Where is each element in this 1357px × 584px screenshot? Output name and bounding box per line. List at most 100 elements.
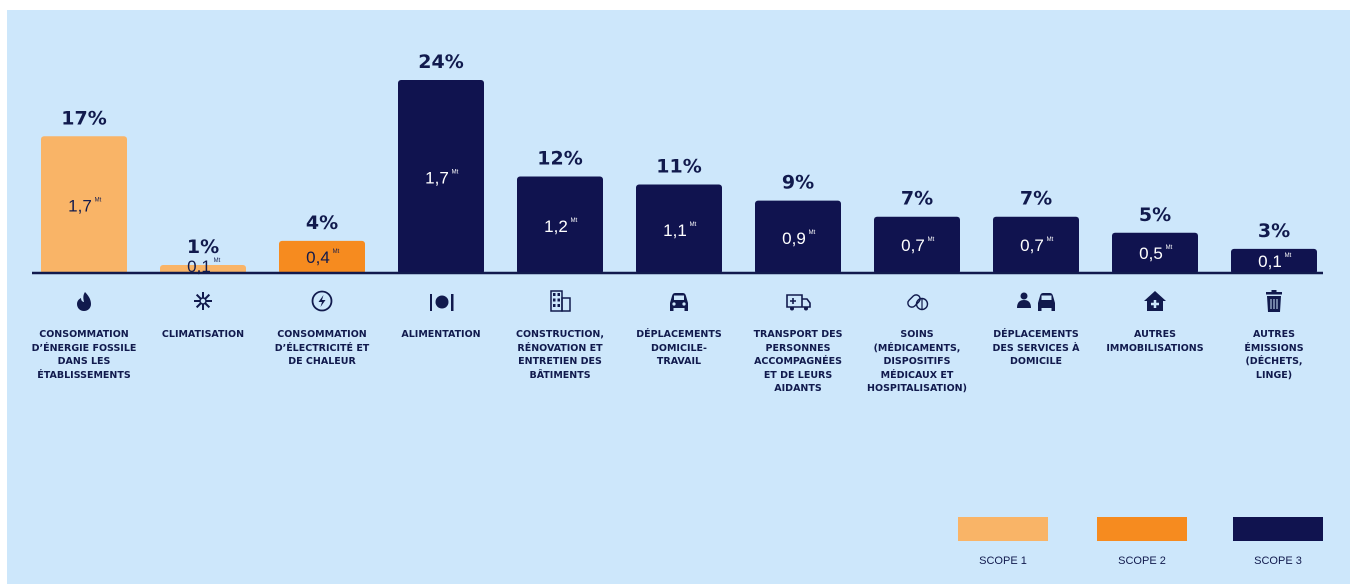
- chart-panel: 17% 1,7 Mt 1% 0,1 Mt 4% 0,4 Mt 24% 1,7 Mt 12% 1,2 Mt 11…: [7, 10, 1350, 584]
- value-label: 1,1: [663, 221, 687, 240]
- ambulance-icon-wheel: [804, 306, 808, 311]
- person-icon-head: [1020, 292, 1028, 300]
- house-medical-icon: [1144, 291, 1166, 311]
- percent-label: 1%: [187, 236, 219, 258]
- value-unit: Mt: [333, 249, 340, 255]
- value-label: 1,2: [544, 217, 568, 236]
- pill-icon: [907, 294, 929, 311]
- value-unit: Mt: [214, 258, 221, 264]
- bar: [1231, 248, 1317, 274]
- ambulance-icon-body: [786, 294, 811, 308]
- car-icon: [670, 293, 688, 311]
- building-icon-window: [553, 293, 556, 296]
- bar: [279, 240, 365, 274]
- value-label: 0,4: [306, 248, 330, 267]
- pill-icon-capsule: [907, 294, 921, 308]
- percent-label: 7%: [901, 188, 933, 210]
- bar: [398, 80, 484, 274]
- category-label: CONSTRUCTION, RÉNOVATION ET ENTRETIEN DE…: [516, 329, 604, 381]
- bar: [755, 200, 841, 274]
- bar: [41, 136, 127, 274]
- legend-label: SCOPE 3: [1254, 555, 1302, 567]
- car-icon-wheel: [670, 308, 674, 311]
- car-icon-wheel: [684, 308, 688, 311]
- value-label: 0,1: [1258, 252, 1282, 271]
- building-icon-window: [557, 304, 560, 307]
- snowflake-icon-center: [199, 297, 207, 305]
- percent-label: 12%: [537, 148, 582, 170]
- category-label: SOINS (MÉDICAMENTS, DISPOSITIFS MÉDICAUX…: [867, 329, 967, 394]
- category-label: CONSOMMATION D’ÉLECTRICITÉ ET DE CHALEUR: [274, 329, 370, 367]
- category-label: DÉPLACEMENTS DES SERVICES À DOMICILE: [992, 329, 1080, 367]
- category-label: ALIMENTATION: [401, 329, 481, 340]
- bar: [993, 216, 1079, 274]
- person-car-icon: [1017, 292, 1055, 311]
- value-unit: Mt: [1047, 237, 1054, 243]
- category-label: CONSOMMATION D’ÉNERGIE FOSSILE DANS LES …: [31, 329, 137, 381]
- value-label: 0,5: [1139, 244, 1163, 263]
- cutlery-icon-fork: [430, 294, 432, 311]
- value-unit: Mt: [1166, 245, 1173, 251]
- building-icon: [550, 290, 571, 312]
- building-icon-window: [557, 293, 560, 296]
- value-unit: Mt: [690, 222, 697, 228]
- bar: [636, 184, 722, 274]
- lightning-icon: [311, 290, 333, 312]
- building-icon-window: [553, 304, 556, 307]
- value-label: 0,7: [901, 236, 925, 255]
- percent-label: 9%: [782, 172, 814, 194]
- ambulance-icon-wheel: [790, 306, 794, 311]
- person-icon-body: [1017, 300, 1031, 308]
- value-label: 0,1: [187, 257, 211, 276]
- category-label: AUTRES ÉMISSIONS (DÉCHETS, LINGE): [1244, 329, 1304, 381]
- percent-label: 3%: [1258, 220, 1290, 242]
- car-icon-wheel: [1038, 308, 1042, 311]
- value-unit: Mt: [571, 218, 578, 224]
- ambulance-icon: [786, 294, 811, 311]
- category-label: CLIMATISATION: [161, 329, 245, 340]
- percent-label: 7%: [1020, 188, 1052, 210]
- cutlery-icon-plate: [435, 295, 449, 309]
- category-label: AUTRES IMMOBILISATIONS: [1106, 329, 1204, 354]
- car-icon-body: [1038, 293, 1055, 308]
- cutlery-icon-knife: [451, 294, 454, 311]
- ambulance-icon-cross: [790, 298, 796, 304]
- value-label: 0,9: [782, 229, 806, 248]
- value-unit: Mt: [928, 237, 935, 243]
- value-unit: Mt: [452, 170, 459, 176]
- value-unit: Mt: [809, 230, 816, 236]
- category-label: TRANSPORT DES PERSONNES ACCOMPAGNÉES ET …: [753, 329, 843, 394]
- bar: [160, 264, 246, 274]
- legend-label: SCOPE 1: [979, 555, 1027, 567]
- trash-icon: [1266, 290, 1282, 312]
- bar: [1112, 232, 1198, 274]
- legend-swatch: [958, 517, 1048, 541]
- house-icon-cross: [1151, 300, 1159, 308]
- legend-swatch: [1097, 517, 1187, 541]
- percent-label: 11%: [656, 156, 701, 178]
- legend-label: SCOPE 2: [1118, 555, 1166, 567]
- percent-label: 4%: [306, 212, 338, 234]
- building-icon-annex: [561, 297, 571, 312]
- cutlery-icon: [430, 294, 454, 311]
- flame-icon-path: [77, 292, 91, 311]
- trash-icon-handle: [1271, 290, 1277, 292]
- flame-icon: [77, 292, 91, 311]
- legend-swatch: [1233, 517, 1323, 541]
- bar: [517, 176, 603, 274]
- lightning-icon-bolt: [318, 295, 326, 307]
- car-icon-light: [682, 302, 686, 306]
- car-icon-window: [1041, 295, 1052, 300]
- building-icon-window: [557, 298, 560, 302]
- value-unit: Mt: [1285, 253, 1292, 259]
- percent-label: 24%: [418, 51, 463, 73]
- car-icon-light: [672, 302, 676, 306]
- car-icon-body: [670, 293, 688, 308]
- bar: [874, 216, 960, 274]
- car-icon-window: [674, 295, 684, 300]
- value-label: 0,7: [1020, 236, 1044, 255]
- snowflake-icon: [194, 292, 212, 310]
- percent-label: 5%: [1139, 204, 1171, 226]
- trash-icon-lid: [1266, 292, 1282, 295]
